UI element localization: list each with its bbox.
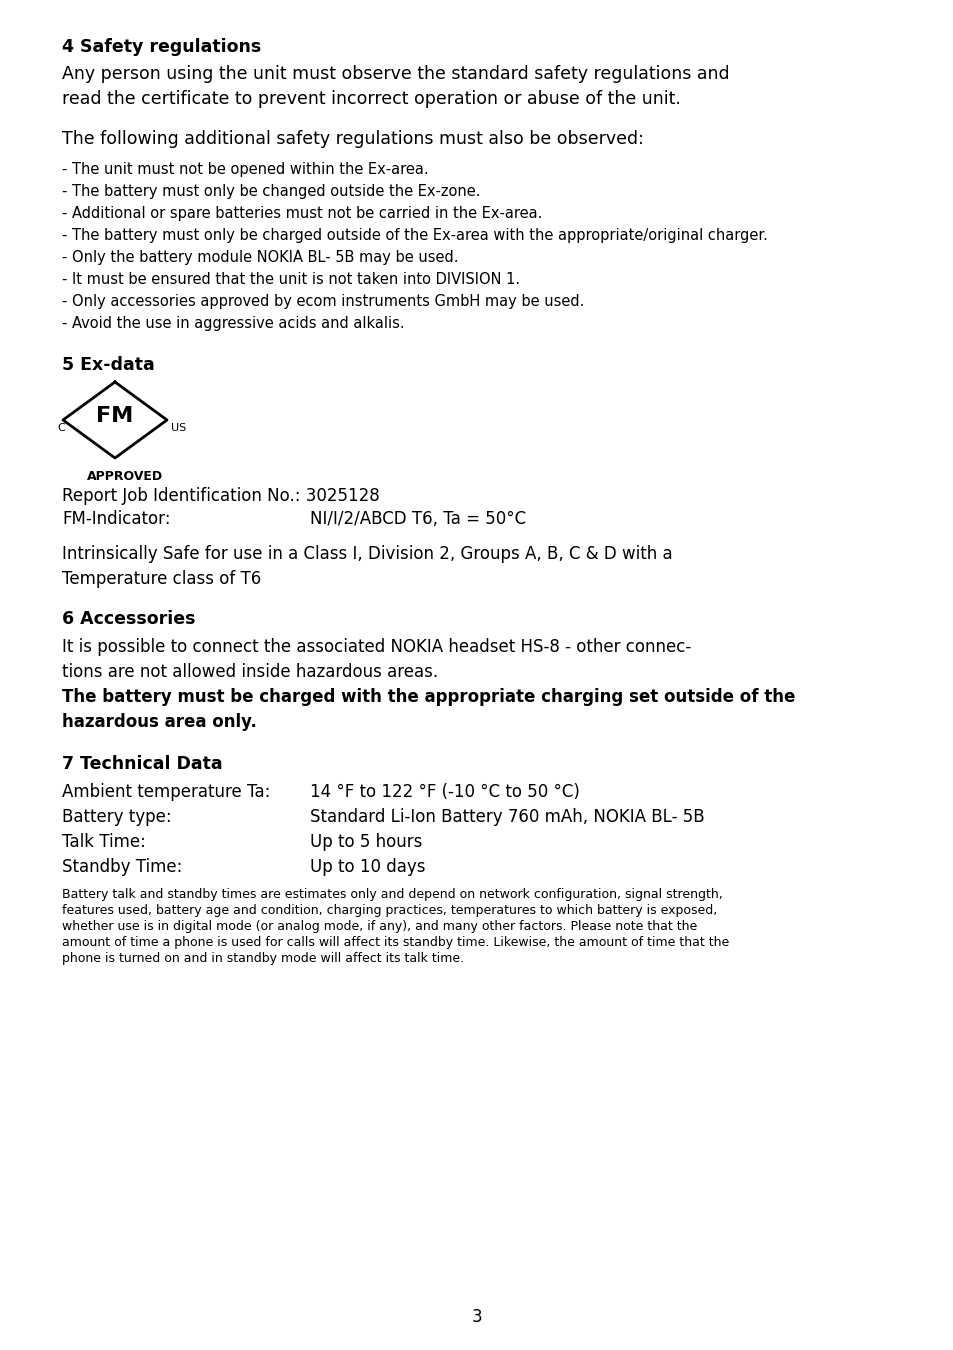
Text: read the certificate to prevent incorrect operation or abuse of the unit.: read the certificate to prevent incorrec… [62,90,680,108]
Text: - It must be ensured that the unit is not taken into DIVISION 1.: - It must be ensured that the unit is no… [62,271,519,288]
Text: 6 Accessories: 6 Accessories [62,610,195,628]
Text: FM: FM [96,406,133,427]
Text: Intrinsically Safe for use in a Class I, Division 2, Groups A, B, C & D with a: Intrinsically Safe for use in a Class I,… [62,545,672,563]
Text: Battery type:: Battery type: [62,809,172,826]
Text: US: US [171,423,186,433]
Text: 4 Safety regulations: 4 Safety regulations [62,38,261,55]
Text: Report Job Identification No.: 3025128: Report Job Identification No.: 3025128 [62,487,379,505]
Text: tions are not allowed inside hazardous areas.: tions are not allowed inside hazardous a… [62,663,437,680]
Text: - Only the battery module NOKIA BL- 5B may be used.: - Only the battery module NOKIA BL- 5B m… [62,250,458,265]
Text: - Additional or spare batteries must not be carried in the Ex-area.: - Additional or spare batteries must not… [62,207,542,221]
Text: The battery must be charged with the appropriate charging set outside of the: The battery must be charged with the app… [62,688,795,706]
Text: Standby Time:: Standby Time: [62,859,182,876]
Text: APPROVED: APPROVED [87,470,163,483]
Text: - The battery must only be changed outside the Ex-zone.: - The battery must only be changed outsi… [62,184,480,198]
Text: hazardous area only.: hazardous area only. [62,713,256,730]
Text: - Avoid the use in aggressive acids and alkalis.: - Avoid the use in aggressive acids and … [62,316,404,331]
Text: Ambient temperature Ta:: Ambient temperature Ta: [62,783,270,801]
Text: 5 Ex-data: 5 Ex-data [62,356,154,374]
Text: 14 °F to 122 °F (-10 °C to 50 °C): 14 °F to 122 °F (-10 °C to 50 °C) [310,783,579,801]
Text: whether use is in digital mode (or analog mode, if any), and many other factors.: whether use is in digital mode (or analo… [62,919,697,933]
Text: features used, battery age and condition, charging practices, temperatures to wh: features used, battery age and condition… [62,904,717,917]
Text: It is possible to connect the associated NOKIA headset HS-8 - other connec-: It is possible to connect the associated… [62,639,691,656]
Text: 3: 3 [471,1308,482,1326]
Text: Up to 10 days: Up to 10 days [310,859,425,876]
Text: - Only accessories approved by ecom instruments GmbH may be used.: - Only accessories approved by ecom inst… [62,294,584,309]
Text: Up to 5 hours: Up to 5 hours [310,833,422,851]
Text: Standard Li-Ion Battery 760 mAh, NOKIA BL- 5B: Standard Li-Ion Battery 760 mAh, NOKIA B… [310,809,704,826]
Text: FM-Indicator:: FM-Indicator: [62,510,171,528]
Text: - The battery must only be charged outside of the Ex-area with the appropriate/o: - The battery must only be charged outsi… [62,228,767,243]
Text: Any person using the unit must observe the standard safety regulations and: Any person using the unit must observe t… [62,65,729,82]
Text: Temperature class of T6: Temperature class of T6 [62,570,261,589]
Text: phone is turned on and in standby mode will affect its talk time.: phone is turned on and in standby mode w… [62,952,464,965]
Text: - The unit must not be opened within the Ex-area.: - The unit must not be opened within the… [62,162,428,177]
Text: amount of time a phone is used for calls will affect its standby time. Likewise,: amount of time a phone is used for calls… [62,936,728,949]
Text: The following additional safety regulations must also be observed:: The following additional safety regulati… [62,130,643,148]
Text: NI/I/2/ABCD T6, Ta = 50°C: NI/I/2/ABCD T6, Ta = 50°C [310,510,525,528]
Text: Talk Time:: Talk Time: [62,833,146,851]
Text: 7 Technical Data: 7 Technical Data [62,755,222,774]
Text: C: C [57,423,65,433]
Text: Battery talk and standby times are estimates only and depend on network configur: Battery talk and standby times are estim… [62,888,722,900]
